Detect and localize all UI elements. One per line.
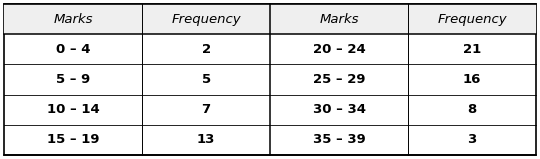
Text: 35 – 39: 35 – 39 bbox=[313, 133, 366, 146]
Text: Marks: Marks bbox=[319, 13, 359, 26]
Text: Marks: Marks bbox=[53, 13, 93, 26]
Text: 7: 7 bbox=[201, 103, 211, 116]
Text: 8: 8 bbox=[468, 103, 477, 116]
Text: 5 – 9: 5 – 9 bbox=[56, 73, 90, 86]
Bar bbox=[4, 4, 536, 34]
Text: 25 – 29: 25 – 29 bbox=[313, 73, 366, 86]
Text: Frequency: Frequency bbox=[437, 13, 507, 26]
Text: 2: 2 bbox=[201, 43, 211, 56]
Text: 0 – 4: 0 – 4 bbox=[56, 43, 90, 56]
Text: 21: 21 bbox=[463, 43, 481, 56]
Text: 20 – 24: 20 – 24 bbox=[313, 43, 366, 56]
Text: 15 – 19: 15 – 19 bbox=[47, 133, 99, 146]
Text: 3: 3 bbox=[468, 133, 477, 146]
Text: 13: 13 bbox=[197, 133, 215, 146]
Text: 10 – 14: 10 – 14 bbox=[47, 103, 99, 116]
Text: 5: 5 bbox=[201, 73, 211, 86]
Text: 30 – 34: 30 – 34 bbox=[313, 103, 366, 116]
Text: Frequency: Frequency bbox=[171, 13, 241, 26]
Text: 16: 16 bbox=[463, 73, 481, 86]
